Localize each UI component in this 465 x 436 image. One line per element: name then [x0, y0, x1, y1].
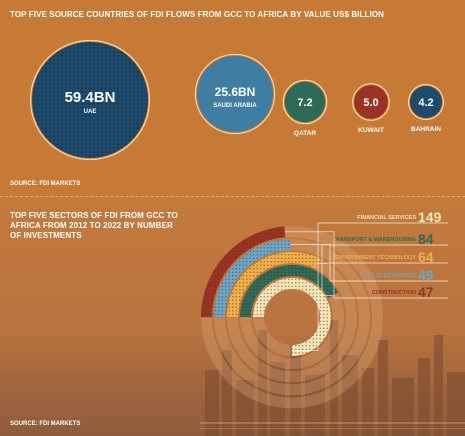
bubble-value-label: 7.2	[297, 97, 312, 109]
sector-value: 49	[418, 267, 434, 283]
sector-name: FINANCIAL SERVICES	[357, 215, 416, 221]
leader-line	[318, 262, 448, 264]
sector-name: TRANSPORT & WAREHOUSING	[333, 237, 416, 243]
bubble-texture	[32, 42, 148, 158]
ring-bar-texture	[201, 226, 286, 318]
ring-construction	[201, 226, 383, 409]
sector-label-financial-services: FINANCIAL SERVICES 149	[292, 209, 448, 351]
ring-ict-electronics	[214, 239, 370, 396]
sector-label-environment-technology: ENVIRONMENT TECHNOLOGY 64	[318, 249, 448, 265]
ring-bar-texture	[214, 239, 291, 318]
top-chart-source: SOURCE: FDI MARKETS	[10, 181, 81, 187]
sector-label-ict-electronics: ICT & ELECTRONICS 49	[290, 244, 448, 283]
bubble-outline	[407, 83, 445, 121]
bubble-outline	[282, 79, 328, 125]
sector-label-transport-warehousing: TRANSPORT & WAREHOUSING 84	[321, 231, 448, 296]
sector-name: ENVIRONMENT TECHNOLOGY	[335, 255, 416, 261]
sector-name: ICT & ELECTRONICS	[361, 273, 417, 279]
leader-line	[284, 231, 448, 299]
bubble-value-label: 25.6BN	[215, 85, 256, 99]
bubble-outline	[194, 53, 276, 135]
bubble-mark	[354, 85, 388, 119]
ring-environment-technology	[227, 252, 357, 383]
bubble-uae: 59.4BN UAE	[29, 39, 151, 161]
ring-bar-texture	[253, 278, 331, 356]
bubble-category-label: UAE	[84, 109, 97, 115]
sector-name: CONSTRUCTION	[372, 290, 416, 296]
ring-transport-warehousing	[240, 265, 344, 370]
bubble-kuwait: 5.0 KUWAIT	[352, 83, 390, 134]
top-chart-title: TOP FIVE SOURCE COUNTRIES OF FDI FLOWS F…	[10, 10, 385, 19]
ring-financial-services	[253, 278, 331, 357]
bottom-chart-source: SOURCE: FDI MARKETS	[10, 421, 81, 427]
bubble-bahrain: 4.2 BAHRAIN	[407, 83, 445, 133]
sector-label-construction: CONSTRUCTION 47	[284, 231, 448, 300]
sector-value: 47	[418, 284, 434, 300]
bubble-mark	[284, 81, 326, 123]
bottom-chart-title: TOP FIVE SECTORS OF FDI FROM GCC TO AFRI…	[10, 211, 178, 240]
bubble-category-label: BAHRAIN	[411, 126, 441, 133]
bubble-category-label: QATAR	[294, 130, 316, 137]
bubble-value-label: 5.0	[363, 97, 378, 109]
bubble-category-label: KUWAIT	[358, 127, 384, 134]
sector-value: 84	[418, 231, 434, 247]
bubble-qatar: 7.2 QATAR	[282, 79, 328, 137]
bubble-outline	[29, 39, 151, 161]
bubble-saudi-arabia: 25.6BN SAUDI ARABIA	[194, 53, 276, 135]
leader-line	[292, 222, 448, 351]
bubble-outline	[352, 83, 390, 121]
sector-value: 149	[418, 209, 442, 225]
bubble-mark	[410, 86, 442, 118]
leader-line	[321, 244, 448, 296]
ring-bar-texture	[227, 252, 321, 318]
bubble-category-label: SAUDI ARABIA	[213, 103, 257, 109]
leader-line	[290, 244, 448, 282]
country-bubble-chart: 59.4BN UAE 25.6BN SAUDI ARABIA 7.2 QATAR 5.0 KU…	[29, 39, 445, 161]
section-divider	[0, 196, 465, 197]
bubble-value-label: 4.2	[418, 97, 433, 109]
bubble-value-label: 59.4BN	[65, 89, 116, 106]
bubble-mark	[196, 55, 274, 133]
sector-value: 64	[418, 249, 434, 265]
city-skyline-image	[200, 320, 465, 436]
ring-bar-texture	[240, 265, 339, 318]
